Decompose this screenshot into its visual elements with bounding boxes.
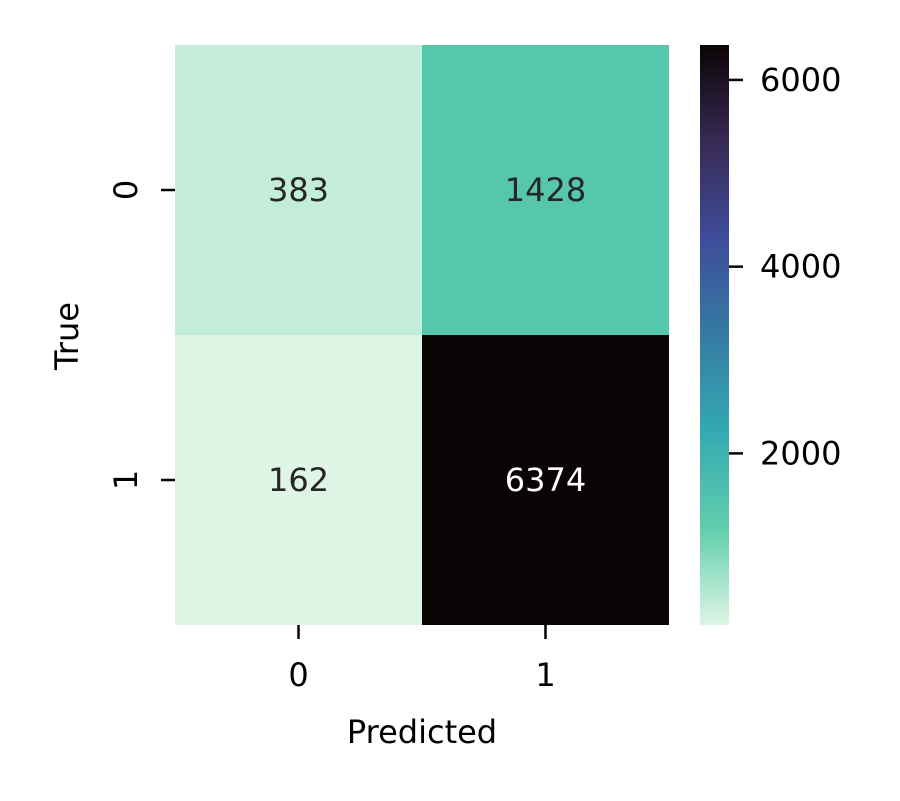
colorbar-tick-label: 2000 (760, 434, 841, 472)
colorbar (700, 45, 729, 625)
cell-value-label: 6374 (505, 461, 586, 499)
cell-value-label: 383 (268, 171, 329, 209)
heatmap-cell (422, 335, 669, 625)
x-tick-label: 1 (535, 656, 555, 694)
y-axis-label: True (48, 302, 86, 371)
y-tick-label: 0 (107, 180, 145, 200)
colorbar-tick-label: 6000 (760, 61, 841, 99)
heatmap-cell (175, 335, 422, 625)
cell-value-label: 1428 (505, 171, 586, 209)
x-axis-label: Predicted (347, 713, 497, 751)
x-tick-label: 0 (288, 656, 308, 694)
cell-value-label: 162 (268, 461, 329, 499)
heatmap-cell-labels: 383 1428 162 6374 (268, 171, 586, 499)
y-axis: 01 (107, 180, 175, 490)
y-tick-label: 1 (107, 470, 145, 490)
heatmap-cell (175, 45, 422, 335)
colorbar-ticks: 2000 4000 6000 (729, 61, 841, 472)
heatmap-cells (175, 45, 669, 625)
colorbar-tick-label: 4000 (760, 248, 841, 286)
heatmap-cell (422, 45, 669, 335)
